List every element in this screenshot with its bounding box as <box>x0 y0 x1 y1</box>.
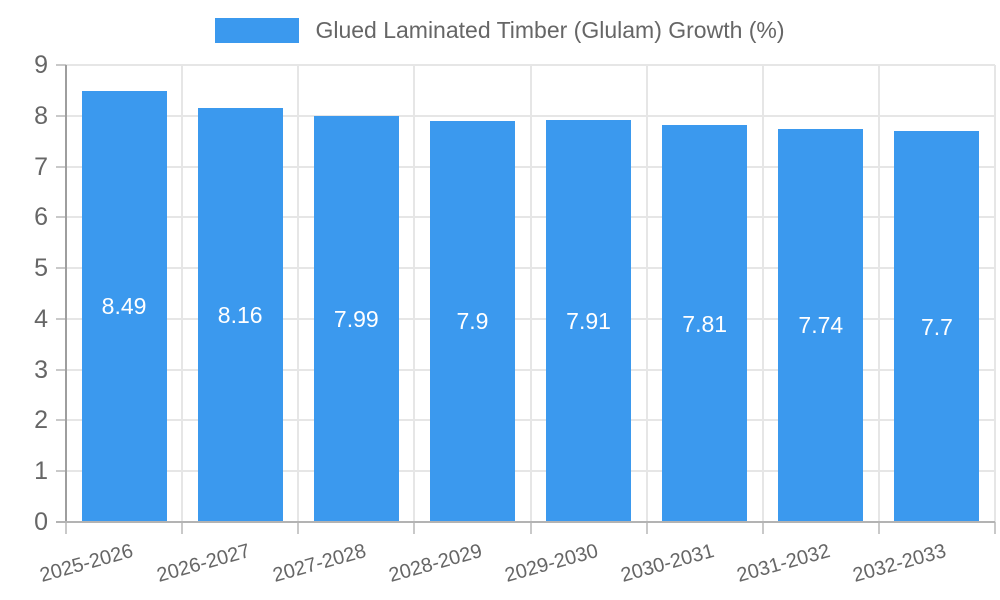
x-axis-line <box>56 521 995 523</box>
x-tick-mark <box>994 522 996 534</box>
legend-swatch-icon <box>215 17 300 43</box>
y-axis-label: 1 <box>34 457 48 486</box>
x-tick-mark <box>877 522 880 534</box>
v-gridline <box>181 65 184 522</box>
y-tick-mark <box>56 267 66 270</box>
y-axis-label: 9 <box>34 51 48 79</box>
bar-value-label: 7.81 <box>682 310 728 337</box>
y-tick-mark <box>56 368 66 371</box>
y-axis-line <box>65 65 67 523</box>
bar-value-label: 8.16 <box>217 301 263 328</box>
y-axis-label: 0 <box>34 508 48 536</box>
bar-value-label: 7.7 <box>920 313 953 340</box>
x-tick-mark <box>645 522 648 534</box>
legend-label: Glued Laminated Timber (Glulam) Growth (… <box>315 17 785 43</box>
x-axis-label: 2027-2028 <box>270 540 369 587</box>
bar <box>429 120 515 522</box>
x-axis-label: 2032-2033 <box>850 540 949 587</box>
bar <box>662 125 748 522</box>
v-gridline <box>994 65 996 522</box>
y-tick-mark <box>56 64 66 66</box>
y-axis-label: 5 <box>34 254 48 283</box>
bar-value-label: 8.49 <box>101 293 147 320</box>
v-gridline <box>529 65 532 522</box>
x-tick-mark <box>761 522 764 534</box>
bar <box>197 107 283 522</box>
y-tick-mark <box>56 216 66 219</box>
bar <box>778 128 864 522</box>
x-axis-label: 2029-2030 <box>502 540 601 587</box>
x-axis-label: 2031-2032 <box>734 540 833 587</box>
v-gridline <box>645 65 648 522</box>
bar-value-label: 7.74 <box>798 312 844 339</box>
x-axis-label: 2026-2027 <box>154 540 253 587</box>
x-tick-mark <box>181 522 184 534</box>
x-axis-label: 2030-2031 <box>618 540 717 587</box>
y-tick-mark <box>56 419 66 422</box>
y-axis-label: 8 <box>34 101 48 130</box>
y-axis-label: 3 <box>34 355 48 384</box>
y-axis-label: 6 <box>34 203 48 232</box>
bar <box>313 116 399 522</box>
v-gridline <box>877 65 880 522</box>
bar-value-label: 7.91 <box>566 308 611 335</box>
v-gridline <box>297 65 300 522</box>
x-tick-mark <box>297 522 300 534</box>
bar-value-label: 7.99 <box>333 306 379 333</box>
bar <box>894 131 980 522</box>
x-tick-mark <box>413 522 416 534</box>
bar <box>81 90 167 522</box>
x-axis-label: 2028-2029 <box>386 540 485 587</box>
bar-value-label: 7.9 <box>456 308 489 335</box>
y-axis-label: 2 <box>34 406 48 435</box>
y-tick-mark <box>56 114 66 117</box>
v-gridline <box>413 65 416 522</box>
x-tick-mark <box>529 522 532 534</box>
legend: Glued Laminated Timber (Glulam) Growth (… <box>0 16 1000 44</box>
x-tick-mark <box>65 522 67 534</box>
y-axis-label: 7 <box>34 152 48 181</box>
y-tick-mark <box>56 470 66 473</box>
bar <box>546 120 632 522</box>
y-tick-mark <box>56 165 66 168</box>
v-gridline <box>761 65 764 522</box>
y-axis-label: 4 <box>34 304 48 333</box>
legend-item[interactable]: Glued Laminated Timber (Glulam) Growth (… <box>215 16 785 44</box>
x-axis-label: 2025-2026 <box>37 540 136 587</box>
y-tick-mark <box>56 317 66 320</box>
